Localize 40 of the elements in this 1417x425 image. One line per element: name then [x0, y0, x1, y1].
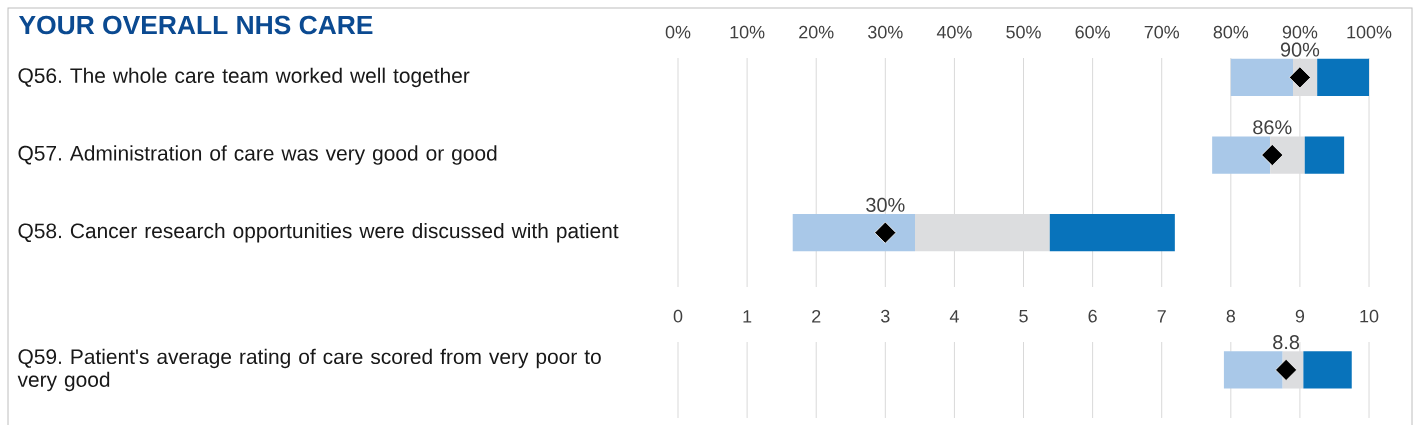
x-tick-label: 90%	[1282, 25, 1318, 39]
bar	[1303, 351, 1352, 389]
y-tick-label: Q58. Cancer research opportunities were discussed with patient	[18, 222, 619, 243]
x-tick-label: 8	[1226, 309, 1236, 323]
x-tick-label: 30%	[868, 25, 903, 39]
y-tick-label: Q57. Administration of care was very good or good	[18, 145, 497, 165]
x-tick-label: 0%	[665, 25, 691, 39]
x-tick-label: 50%	[1006, 25, 1041, 39]
data-label: 30%	[866, 197, 905, 212]
x-tick-label: 20%	[799, 25, 834, 39]
bar	[1317, 58, 1370, 97]
text: YOUR OVERALL NHS CARE	[18, 15, 373, 35]
x-tick-label: 70%	[1144, 25, 1180, 39]
y-tick-label: Q59. Patient's average rating of care scored from very poor to very good	[17, 348, 601, 392]
x-tick-label: 7	[1157, 310, 1166, 323]
bar	[1223, 351, 1283, 389]
data-label: 86%	[1253, 120, 1292, 135]
bar	[1304, 136, 1345, 174]
x-tick-label: 5	[1019, 309, 1028, 323]
bar	[1230, 58, 1294, 97]
x-tick-label: 1	[743, 310, 752, 323]
bar	[1212, 136, 1271, 174]
x-tick-label: 40%	[936, 25, 972, 39]
x-tick-label: 2	[812, 309, 821, 323]
x-tick-label: 3	[881, 309, 890, 323]
x-tick-label: 10	[1360, 309, 1379, 323]
y-tick-label: Q56. The whole care team worked well together	[18, 67, 470, 88]
x-tick-label: 100%	[1347, 25, 1392, 39]
bar	[915, 214, 1050, 252]
x-tick-label: 4	[949, 310, 959, 323]
x-tick-label: 0	[673, 309, 683, 323]
x-tick-label: 60%	[1075, 25, 1110, 39]
x-tick-label: 9	[1295, 309, 1305, 323]
x-tick-label: 80%	[1213, 25, 1249, 39]
bar	[1049, 214, 1175, 252]
x-tick-label: 10%	[730, 25, 765, 39]
data-label: 90%	[1280, 42, 1320, 57]
x-tick-label: 6	[1088, 309, 1097, 323]
data-label: 8.8	[1273, 335, 1300, 350]
bar	[792, 214, 916, 252]
